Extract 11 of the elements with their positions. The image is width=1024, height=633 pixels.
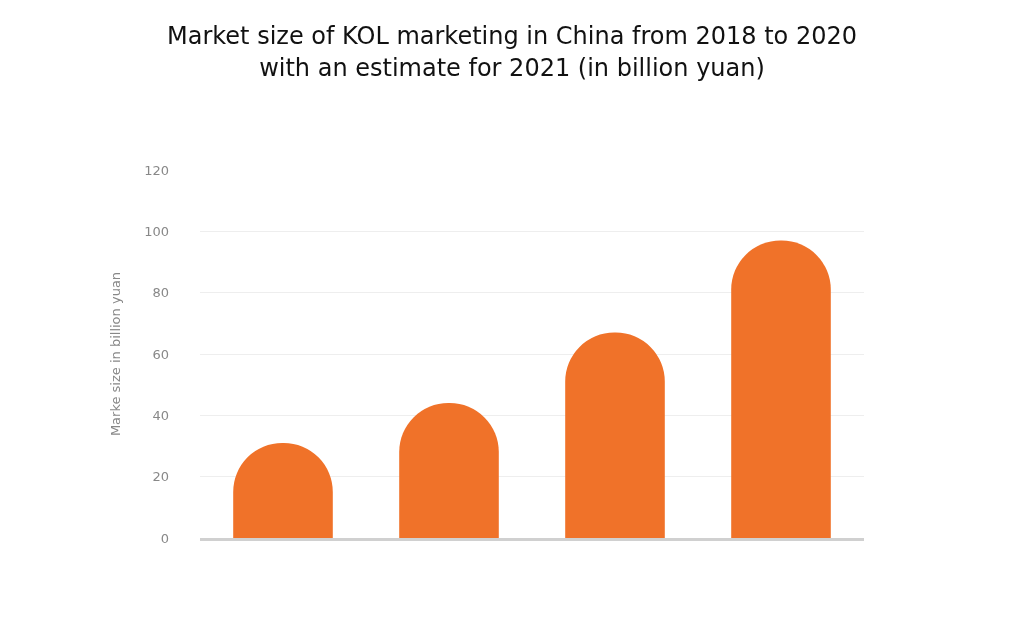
y-tick-label: 60	[152, 346, 169, 362]
chart-title: Market size of KOL marketing in China from 2018 to 2020 with an estimate for 2021 (in billion yuan)	[167, 22, 857, 82]
y-axis-title: Marke size in billion yuan	[108, 271, 124, 437]
y-tick-label: 20	[152, 469, 169, 485]
bar	[565, 332, 665, 538]
y-tick-label: 80	[152, 285, 169, 301]
y-tick-label: 0	[160, 530, 169, 546]
y-tick-label: 120	[144, 162, 169, 178]
y-tick-label: 100	[144, 223, 169, 239]
y-tick-label: 40	[152, 407, 169, 423]
bar	[731, 240, 831, 538]
